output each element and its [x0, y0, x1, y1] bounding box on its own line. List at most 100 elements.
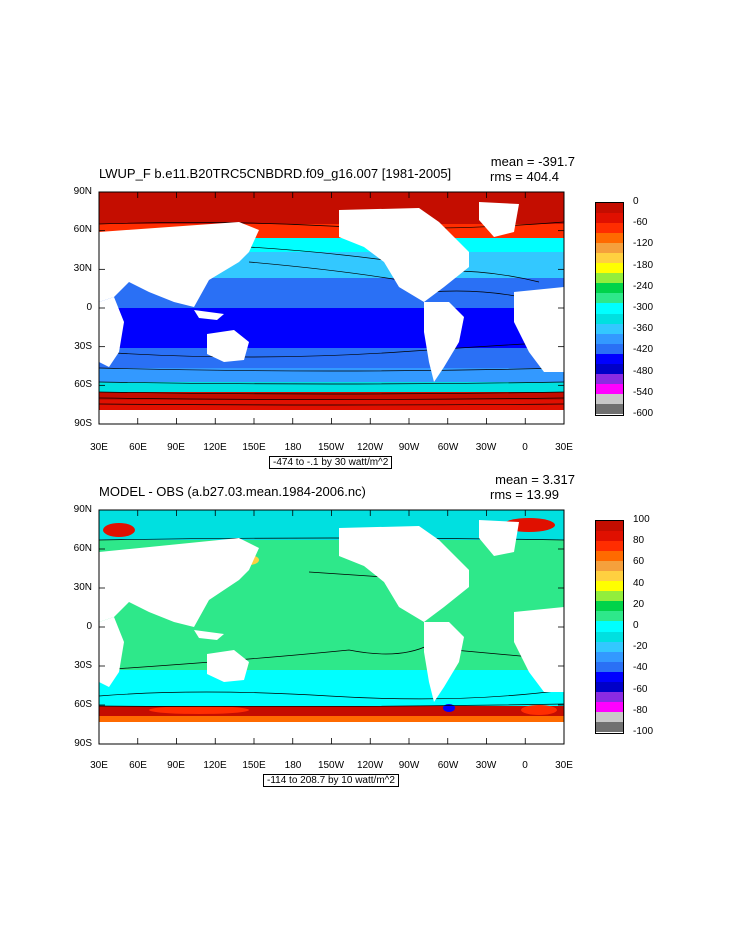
colorbar-swatch	[595, 363, 624, 375]
colorbar-swatch	[595, 272, 624, 284]
colorbar-label: -40	[633, 662, 648, 673]
colorbar-swatch	[595, 212, 624, 223]
colorbar-swatch	[595, 323, 624, 334]
band	[99, 348, 564, 368]
colorbar-swatch	[595, 580, 624, 592]
land-africa	[99, 297, 124, 367]
y-tick-label: 90N	[73, 504, 92, 515]
colorbar-label: -600	[633, 408, 654, 419]
x-tick-label: 0	[522, 760, 528, 771]
y-tick-label: 90S	[74, 738, 92, 749]
y-tick-label: 90N	[73, 186, 92, 197]
colorbar-label: -120	[633, 238, 654, 249]
x-tick-label: 30E	[90, 442, 108, 453]
patch	[103, 523, 135, 537]
colorbar-swatch	[595, 520, 624, 531]
contour-lines	[98, 221, 565, 406]
colorbar-swatch	[595, 590, 624, 602]
colorbar-swatch	[595, 661, 624, 672]
x-tick-label: 150E	[242, 760, 266, 771]
contour	[98, 403, 565, 406]
y-tick-label: 0	[86, 621, 92, 632]
colorbar-swatch	[595, 292, 624, 304]
map-panel-top: LWUP_F b.e11.B20TRC5CNBDRD.f09_g16.007 […	[0, 154, 733, 490]
x-tick-label: 150E	[242, 442, 266, 453]
y-tick-label: 30S	[74, 660, 92, 671]
map-plot-area	[98, 191, 565, 425]
x-tick-label: 60W	[437, 442, 459, 453]
colorbar-label: -540	[633, 387, 654, 398]
colorbar-label: -20	[633, 641, 648, 652]
x-tick-label: 30W	[475, 760, 497, 771]
colorbar-swatch	[595, 262, 624, 274]
patch	[149, 706, 249, 714]
contour	[98, 644, 565, 671]
x-tick-label: 150W	[317, 442, 345, 453]
y-tick-label: 60S	[74, 699, 92, 710]
y-tick-label: 60N	[73, 224, 92, 235]
land-indonesia	[194, 630, 224, 640]
colorbar-swatch	[595, 681, 624, 693]
colorbar-swatch	[595, 540, 624, 551]
colorbar-label: -180	[633, 260, 654, 271]
colorbar-label: 60	[633, 556, 645, 567]
patch	[521, 705, 557, 715]
colorbar-swatch	[595, 691, 624, 703]
axis-ticks	[98, 191, 565, 425]
x-tick-label: 60E	[129, 442, 147, 453]
contour	[98, 689, 565, 700]
map-panel-bottom: MODEL - OBS (a.b27.03.mean.1984-2006.nc)…	[0, 472, 733, 806]
x-tick-label: 0	[522, 442, 528, 453]
contour	[98, 703, 565, 708]
x-tick-label: 90E	[167, 442, 185, 453]
colorbar-swatch	[595, 242, 624, 253]
colorbar-label: -300	[633, 302, 654, 313]
patch	[443, 704, 455, 712]
map-plot-area	[98, 509, 565, 745]
contour	[98, 367, 565, 372]
land-mask	[99, 520, 564, 702]
y-tick-label: 90S	[74, 418, 92, 429]
colorbar-swatch	[595, 383, 624, 395]
land-eurasia	[99, 538, 259, 627]
x-tick-label: 180	[284, 442, 302, 453]
band	[99, 382, 564, 392]
colorbar-swatch	[595, 302, 624, 314]
band	[99, 392, 564, 400]
rms-stat: rms = 404.4	[489, 169, 559, 184]
band	[99, 716, 564, 722]
colorbar-swatch	[595, 202, 624, 213]
land-south-america	[424, 302, 464, 382]
map-svg	[98, 509, 565, 745]
y-tick-label: 30N	[73, 263, 92, 274]
x-tick-label: 180	[284, 760, 302, 771]
colorbar-label: -80	[633, 705, 648, 716]
chart-title: MODEL - OBS (a.b27.03.mean.1984-2006.nc)	[99, 484, 366, 499]
x-tick-label: 30W	[475, 442, 497, 453]
colorbar-swatch	[595, 651, 624, 662]
colorbar-swatch	[595, 313, 624, 324]
y-tick-label: 0	[86, 302, 92, 313]
colorbar-label: 80	[633, 535, 645, 546]
colorbar-label: 0	[633, 620, 639, 631]
x-tick-label: 90W	[398, 760, 420, 771]
chart-title: LWUP_F b.e11.B20TRC5CNBDRD.f09_g16.007 […	[99, 166, 452, 181]
x-tick-label: 60E	[129, 760, 147, 771]
colorbar-swatch	[595, 631, 624, 642]
land-australia	[207, 650, 249, 682]
land-africa-west	[514, 287, 564, 372]
colorbar-label: -420	[633, 344, 654, 355]
x-tick-label: 30E	[555, 760, 573, 771]
contour	[98, 391, 565, 395]
colorbar-label: -60	[633, 684, 648, 695]
contour	[98, 381, 565, 385]
land-africa-west	[514, 607, 564, 692]
rms-stat: rms = 13.99	[489, 487, 559, 502]
axis-ticks	[98, 509, 565, 745]
colorbar-swatch	[595, 550, 624, 561]
colorbar-swatch	[595, 701, 624, 713]
colorbar	[595, 520, 624, 734]
band	[99, 670, 564, 706]
y-tick-label: 30S	[74, 341, 92, 352]
land-south-america	[424, 622, 464, 702]
